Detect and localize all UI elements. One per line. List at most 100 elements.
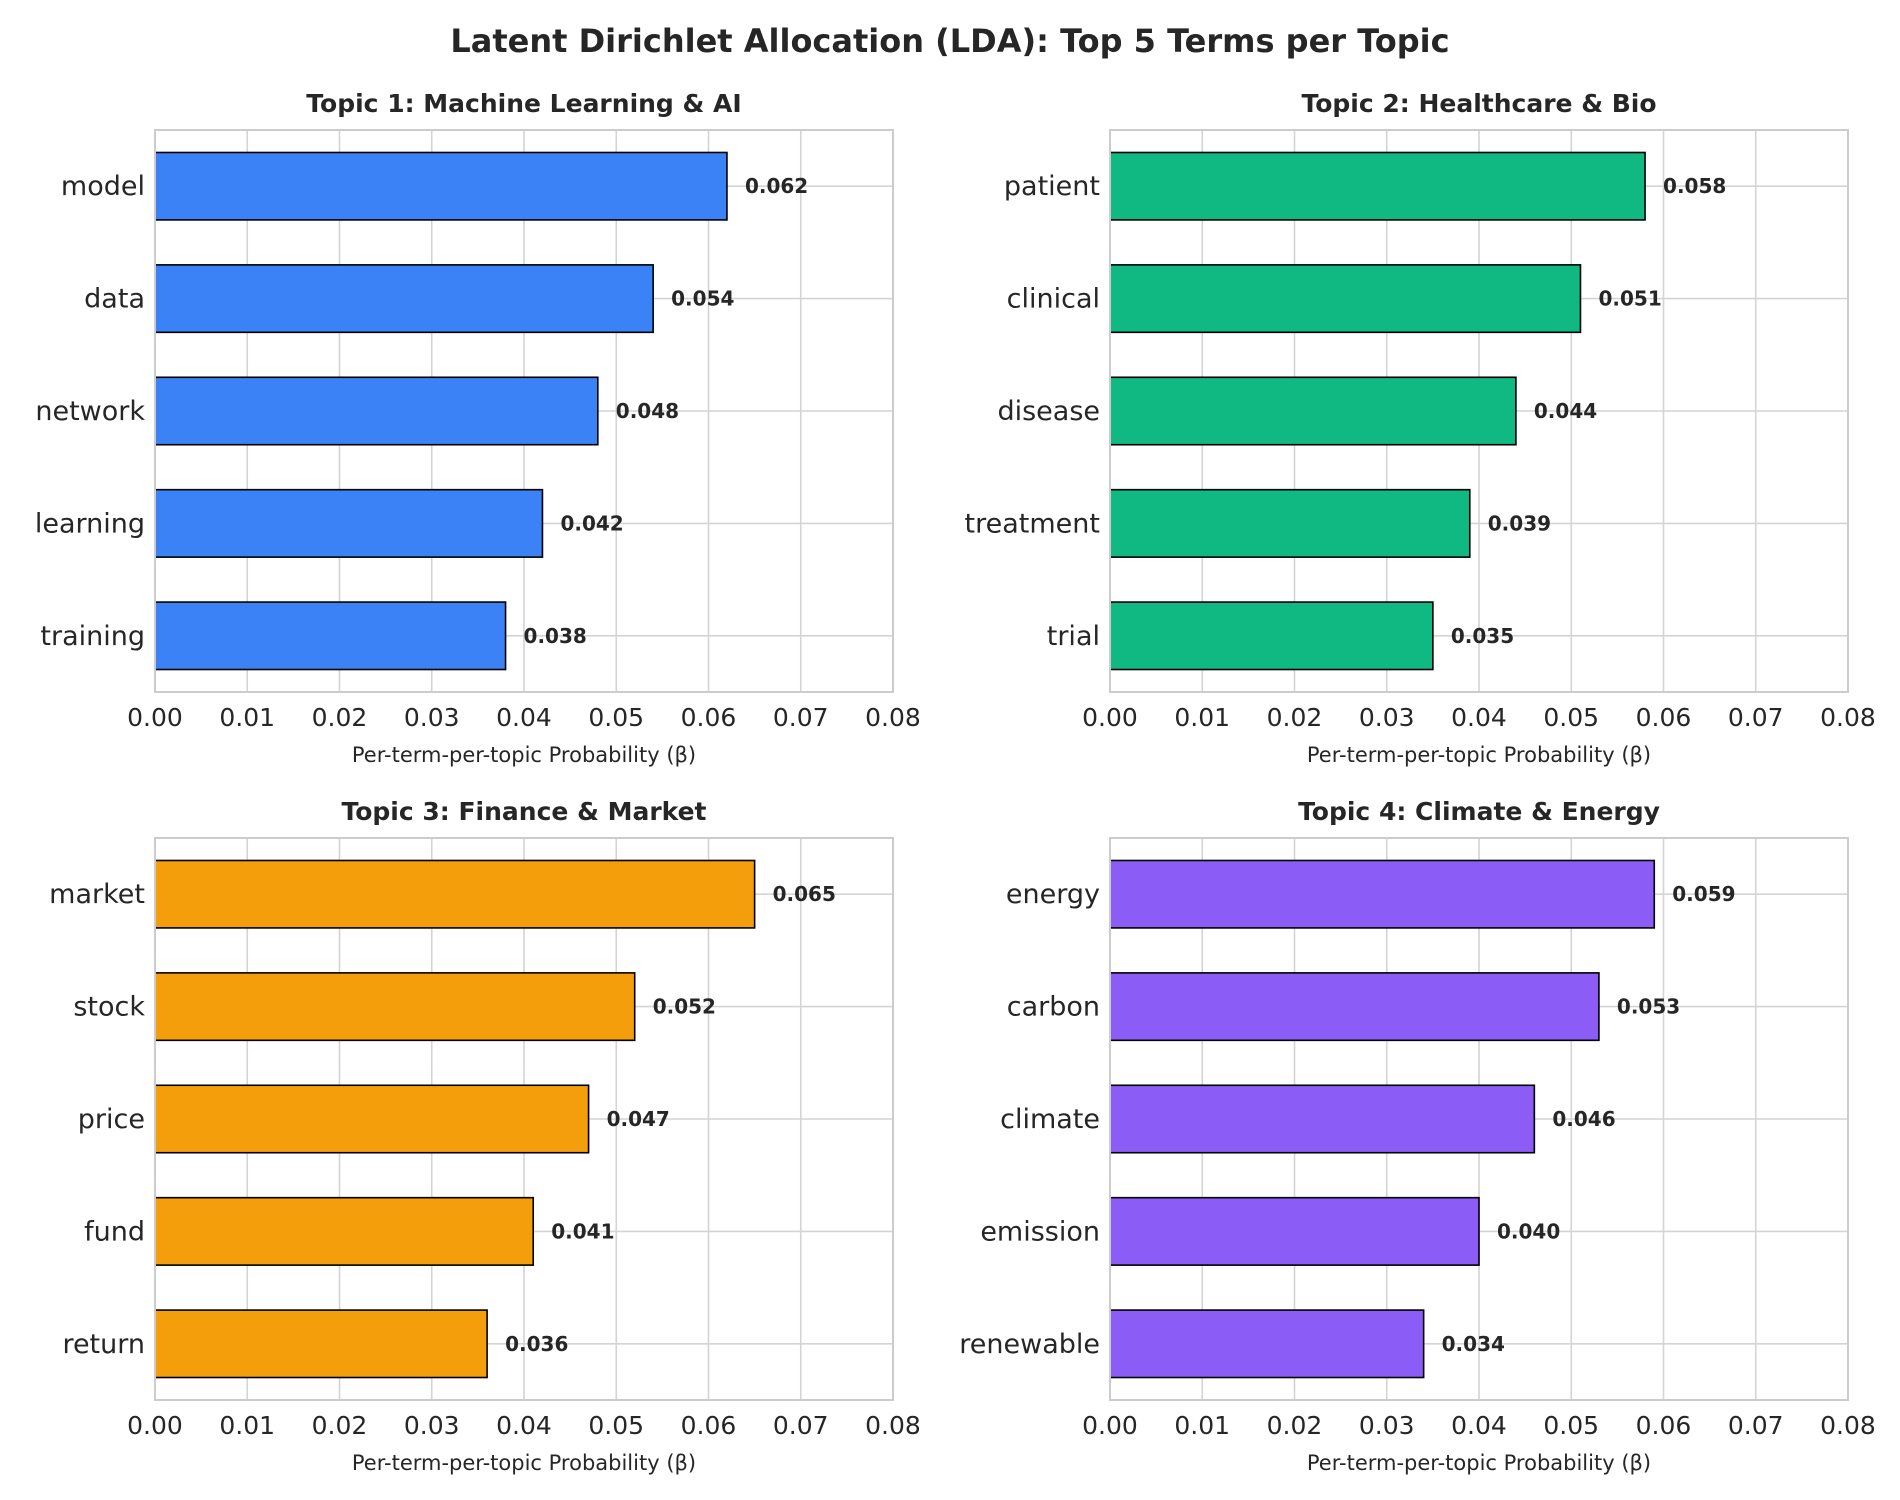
panel-1-xtick-label: 0.06 <box>681 703 737 732</box>
category-label-treatment: treatment <box>965 508 1100 539</box>
panel-2-xtick-label: 0.08 <box>1820 703 1876 732</box>
panel-4-xtick-label: 0.02 <box>1267 1411 1323 1440</box>
value-label-treatment: 0.039 <box>1488 511 1551 535</box>
panel-2-xtick-label: 0.00 <box>1082 703 1138 732</box>
panel-3-xtick-label: 0.02 <box>312 1411 368 1440</box>
panel-1-xlabel: Per-term-per-topic Probability (β) <box>352 743 696 767</box>
value-label-training: 0.038 <box>524 624 587 648</box>
panel-2-xtick-label: 0.06 <box>1636 703 1692 732</box>
bar-carbon <box>1109 972 1600 1042</box>
panel-1-xtick-label: 0.07 <box>773 703 829 732</box>
category-label-training: training <box>40 621 145 652</box>
bar-price <box>154 1084 590 1154</box>
panel-1-xtick-label: 0.05 <box>588 703 644 732</box>
category-label-return: return <box>62 1329 145 1360</box>
panel-2-frame <box>1109 129 1849 693</box>
panel-1-xtick-label: 0.02 <box>312 703 368 732</box>
panel-2-xtick-label: 0.02 <box>1267 703 1323 732</box>
value-label-network: 0.048 <box>616 399 679 423</box>
value-label-clinical: 0.051 <box>1598 287 1661 311</box>
panel-4-xtick-label: 0.05 <box>1543 1411 1599 1440</box>
panel-3-title: Topic 3: Finance & Market <box>341 797 706 826</box>
bar-emission <box>1109 1196 1480 1266</box>
panel-4-xtick-label: 0.01 <box>1174 1411 1230 1440</box>
panel-1-title: Topic 1: Machine Learning & AI <box>306 89 741 118</box>
panel-4-xtick-label: 0.07 <box>1728 1411 1784 1440</box>
bar-renewable <box>1109 1309 1425 1379</box>
category-label-fund: fund <box>84 1216 145 1247</box>
bar-training <box>154 601 507 671</box>
bar-energy <box>1109 859 1656 929</box>
panel-4-frame <box>1109 837 1849 1401</box>
category-label-emission: emission <box>980 1216 1100 1247</box>
panel-1-frame <box>154 129 894 693</box>
panel-3-xtick-label: 0.04 <box>496 1411 552 1440</box>
value-label-market: 0.065 <box>773 882 836 906</box>
category-label-clinical: clinical <box>1007 284 1100 315</box>
bar-learning <box>154 488 544 558</box>
figure-title: Latent Dirichlet Allocation (LDA): Top 5… <box>450 22 1450 60</box>
category-label-price: price <box>78 1104 145 1135</box>
panel-2-xtick-label: 0.04 <box>1451 703 1507 732</box>
value-label-return: 0.036 <box>505 1332 568 1356</box>
bar-treatment <box>1109 488 1471 558</box>
panel-4-title: Topic 4: Climate & Energy <box>1298 797 1660 826</box>
category-label-carbon: carbon <box>1007 992 1100 1023</box>
value-label-climate: 0.046 <box>1552 1107 1615 1131</box>
value-label-patient: 0.058 <box>1663 174 1726 198</box>
category-label-network: network <box>35 396 145 427</box>
category-label-learning: learning <box>35 508 145 539</box>
value-label-renewable: 0.034 <box>1442 1332 1505 1356</box>
panel-1-xtick-label: 0.08 <box>865 703 921 732</box>
panel-1-xtick-label: 0.03 <box>404 703 460 732</box>
bar-market <box>154 859 756 929</box>
panel-3-xtick-label: 0.01 <box>219 1411 275 1440</box>
category-label-disease: disease <box>997 396 1100 427</box>
category-label-trial: trial <box>1047 621 1100 652</box>
bar-fund <box>154 1196 535 1266</box>
bar-trial <box>1109 601 1434 671</box>
panel-1-xtick-label: 0.00 <box>127 703 183 732</box>
value-label-carbon: 0.053 <box>1617 995 1680 1019</box>
panel-2-xtick-label: 0.07 <box>1728 703 1784 732</box>
value-label-fund: 0.041 <box>551 1219 614 1243</box>
panel-2-xlabel: Per-term-per-topic Probability (β) <box>1307 743 1651 767</box>
bar-data <box>154 264 654 334</box>
panel-4-xtick-label: 0.00 <box>1082 1411 1138 1440</box>
panel-3-xtick-label: 0.08 <box>865 1411 921 1440</box>
bar-model <box>154 151 728 221</box>
value-label-stock: 0.052 <box>653 995 716 1019</box>
bar-network <box>154 376 599 446</box>
panel-3-xtick-label: 0.05 <box>588 1411 644 1440</box>
bar-clinical <box>1109 264 1582 334</box>
panel-1-xtick-label: 0.04 <box>496 703 552 732</box>
value-label-trial: 0.035 <box>1451 624 1514 648</box>
category-label-data: data <box>84 284 145 315</box>
value-label-price: 0.047 <box>607 1107 670 1131</box>
category-label-model: model <box>61 171 145 202</box>
bar-disease <box>1109 376 1517 446</box>
value-label-emission: 0.040 <box>1497 1219 1560 1243</box>
panel-4-xtick-label: 0.03 <box>1359 1411 1415 1440</box>
panel-1-xtick-label: 0.01 <box>219 703 275 732</box>
panel-3-xtick-label: 0.07 <box>773 1411 829 1440</box>
panel-2-title: Topic 2: Healthcare & Bio <box>1301 89 1656 118</box>
panel-3-xlabel: Per-term-per-topic Probability (β) <box>352 1451 696 1475</box>
panel-3-xtick-label: 0.03 <box>404 1411 460 1440</box>
panel-2-xtick-label: 0.05 <box>1543 703 1599 732</box>
value-label-learning: 0.042 <box>560 511 623 535</box>
panel-3-xtick-label: 0.06 <box>681 1411 737 1440</box>
bar-patient <box>1109 151 1646 221</box>
value-label-disease: 0.044 <box>1534 399 1597 423</box>
value-label-data: 0.054 <box>671 287 734 311</box>
value-label-energy: 0.059 <box>1672 882 1735 906</box>
category-label-stock: stock <box>73 992 145 1023</box>
category-label-energy: energy <box>1006 879 1100 910</box>
panel-4-xtick-label: 0.04 <box>1451 1411 1507 1440</box>
panel-2-xtick-label: 0.01 <box>1174 703 1230 732</box>
panel-4-xlabel: Per-term-per-topic Probability (β) <box>1307 1451 1651 1475</box>
category-label-renewable: renewable <box>959 1329 1100 1360</box>
panel-3-xtick-label: 0.00 <box>127 1411 183 1440</box>
